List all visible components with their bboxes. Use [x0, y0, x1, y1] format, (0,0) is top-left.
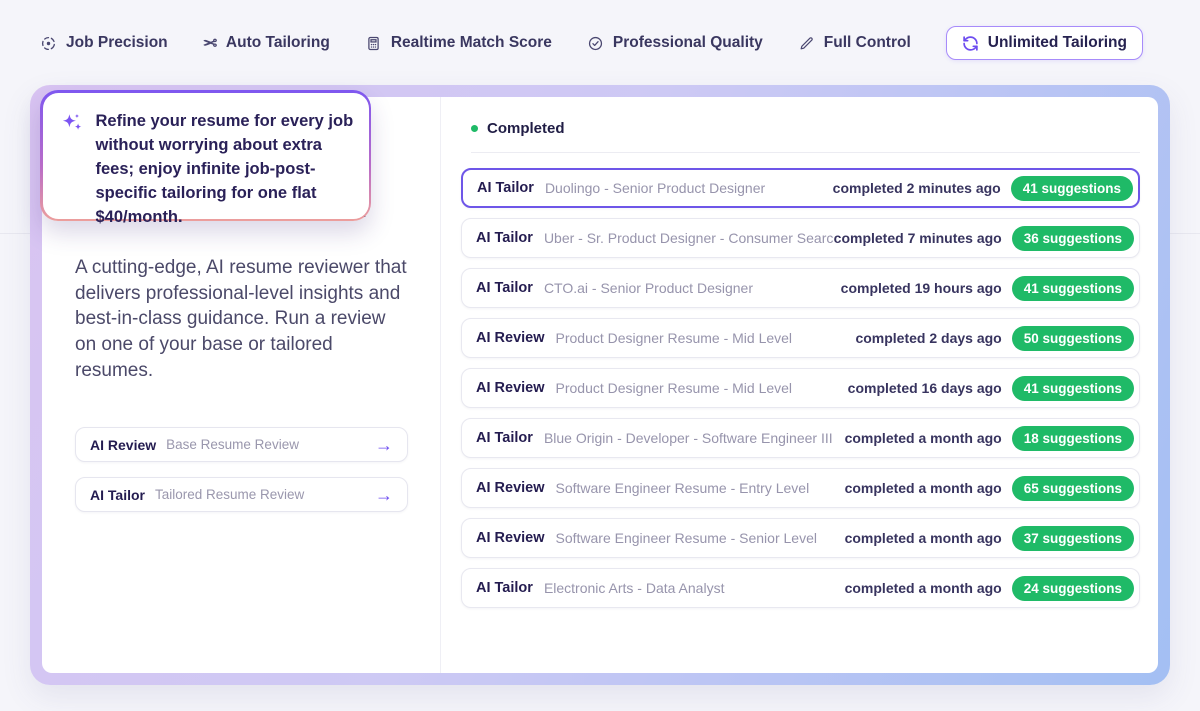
- row-type-label: AI Review: [476, 530, 545, 546]
- action-type-label: AI Tailor: [90, 486, 145, 503]
- suggestions-badge: 50 suggestions: [1011, 325, 1134, 351]
- completed-row[interactable]: AI Review Software Engineer Resume - Sen…: [461, 518, 1140, 558]
- sparkles-icon: [59, 111, 85, 219]
- suggestions-badge: 36 suggestions: [1011, 225, 1134, 251]
- promo-tooltip-text: Refine your resume for every job without…: [95, 111, 354, 226]
- row-type-label: AI Review: [476, 380, 545, 396]
- nav-item-auto-tailoring[interactable]: ✂ Auto Tailoring: [202, 33, 330, 53]
- nav-item-label: Unlimited Tailoring: [987, 34, 1127, 51]
- row-completed-time: completed 2 days ago: [855, 330, 1002, 346]
- nav-item-label: Professional Quality: [612, 34, 763, 51]
- arrow-right-icon: →: [375, 434, 393, 455]
- panel-divider: [440, 97, 441, 673]
- refresh-icon: [962, 35, 979, 52]
- completed-row[interactable]: AI Review Software Engineer Resume - Ent…: [461, 468, 1140, 508]
- completed-row[interactable]: AI Tailor Electronic Arts - Data Analyst…: [461, 568, 1140, 608]
- completed-row[interactable]: AI Tailor Uber - Sr. Product Designer - …: [461, 218, 1140, 258]
- promo-tooltip: Refine your resume for every job without…: [40, 90, 371, 226]
- completed-row[interactable]: AI Tailor Duolingo - Senior Product Desi…: [461, 168, 1140, 208]
- completed-row[interactable]: AI Review Product Designer Resume - Mid …: [461, 368, 1140, 408]
- row-type-label: AI Tailor: [476, 230, 533, 246]
- completed-header-label: Completed: [487, 120, 565, 137]
- focus-icon: [40, 35, 57, 52]
- row-completed-time: completed 7 minutes ago: [833, 230, 1002, 246]
- row-type-label: AI Tailor: [476, 580, 533, 596]
- nav-item-label: Realtime Match Score: [390, 34, 552, 51]
- row-completed-time: completed 19 hours ago: [840, 280, 1002, 296]
- completed-panel: Completed AI Tailor Duolingo - Senior Pr…: [441, 97, 1158, 673]
- row-type-label: AI Tailor: [476, 280, 533, 296]
- card-content: AI Resume Review A cutting-edge, AI resu…: [42, 97, 1158, 673]
- row-completed-time: completed a month ago: [844, 530, 1002, 546]
- nav-item-label: Job Precision: [66, 34, 168, 51]
- suggestions-badge: 24 suggestions: [1011, 575, 1134, 601]
- action-label: Base Resume Review: [166, 437, 299, 452]
- row-title: Software Engineer Resume - Senior Level: [555, 530, 817, 546]
- row-title: Blue Origin - Developer - Software Engin…: [543, 430, 833, 446]
- row-title: Product Designer Resume - Mid Level: [555, 380, 793, 396]
- row-type-label: AI Tailor: [476, 430, 533, 446]
- completed-rows: AI Tailor Duolingo - Senior Product Desi…: [461, 168, 1140, 608]
- nav-item-label: Auto Tailoring: [225, 34, 330, 51]
- panel-description: A cutting-edge, AI resume reviewer that …: [75, 257, 407, 381]
- calculator-icon: [365, 35, 382, 52]
- row-title: Uber - Sr. Product Designer - Consumer S…: [543, 230, 834, 246]
- row-completed-time: completed 16 days ago: [847, 380, 1002, 396]
- scissors-icon: ✂: [202, 33, 217, 53]
- row-completed-time: completed a month ago: [844, 430, 1002, 446]
- main-card: AI Resume Review A cutting-edge, AI resu…: [30, 85, 1170, 685]
- row-title: Duolingo - Senior Product Designer: [544, 180, 766, 196]
- completed-row[interactable]: AI Tailor Blue Origin - Developer - Soft…: [461, 418, 1140, 458]
- completed-header: Completed: [471, 120, 565, 137]
- suggestions-badge: 41 suggestions: [1011, 375, 1134, 401]
- header-divider: [471, 152, 1140, 153]
- nav-item-job-precision[interactable]: Job Precision: [40, 34, 168, 52]
- check-circle-icon: [587, 35, 604, 52]
- row-title: CTO.ai - Senior Product Designer: [543, 280, 753, 296]
- nav-item-label: Full Control: [823, 34, 911, 51]
- pencil-icon: [798, 35, 815, 52]
- promo-tooltip-body: Refine your resume for every job without…: [42, 92, 369, 226]
- feature-nav: Job Precision ✂ Auto Tailoring Realtime …: [40, 24, 1143, 62]
- nav-item-full-control[interactable]: Full Control: [798, 34, 911, 52]
- arrow-right-icon: →: [375, 484, 393, 505]
- ai-tailor-button[interactable]: AI Tailor Tailored Resume Review →: [75, 477, 408, 512]
- row-completed-time: completed 2 minutes ago: [832, 180, 1001, 196]
- suggestions-badge: 41 suggestions: [1010, 175, 1133, 201]
- row-title: Product Designer Resume - Mid Level: [555, 330, 793, 346]
- suggestions-badge: 41 suggestions: [1011, 275, 1134, 301]
- nav-item-realtime-match-score[interactable]: Realtime Match Score: [365, 34, 552, 52]
- nav-item-unlimited-tailoring[interactable]: Unlimited Tailoring: [945, 26, 1143, 60]
- row-title: Software Engineer Resume - Entry Level: [555, 480, 810, 496]
- ai-review-button[interactable]: AI Review Base Resume Review →: [75, 427, 408, 462]
- suggestions-badge: 37 suggestions: [1011, 525, 1134, 551]
- suggestions-badge: 65 suggestions: [1011, 475, 1134, 501]
- row-completed-time: completed a month ago: [844, 580, 1002, 596]
- row-type-label: AI Review: [476, 480, 545, 496]
- action-label: Tailored Resume Review: [154, 487, 305, 502]
- completed-row[interactable]: AI Tailor CTO.ai - Senior Product Design…: [461, 268, 1140, 308]
- row-completed-time: completed a month ago: [844, 480, 1002, 496]
- suggestions-badge: 18 suggestions: [1011, 425, 1134, 451]
- status-dot: [471, 125, 478, 132]
- completed-row[interactable]: AI Review Product Designer Resume - Mid …: [461, 318, 1140, 358]
- row-title: Electronic Arts - Data Analyst: [543, 580, 725, 596]
- nav-item-professional-quality[interactable]: Professional Quality: [587, 34, 763, 52]
- review-panel: AI Resume Review A cutting-edge, AI resu…: [42, 97, 440, 673]
- row-type-label: AI Tailor: [477, 180, 534, 196]
- review-actions: AI Review Base Resume Review → AI Tailor…: [75, 427, 408, 512]
- row-type-label: AI Review: [476, 330, 545, 346]
- action-type-label: AI Review: [90, 436, 157, 453]
